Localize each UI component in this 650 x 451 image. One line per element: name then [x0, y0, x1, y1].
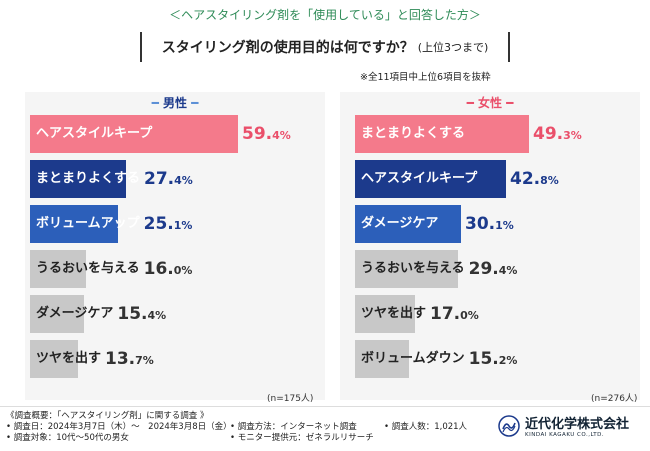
bar-male-0: [30, 115, 238, 153]
bar-label-male-1: まとまりよくする: [36, 171, 141, 186]
bar-male-5: [30, 340, 78, 378]
value-label-female-4: 17.0%: [430, 304, 479, 324]
question-text: スタイリング剤の使用目的は何ですか？: [161, 40, 414, 56]
bar-label-female-2: ダメージケア: [361, 216, 439, 231]
company-logo-icon: [498, 414, 520, 437]
value-label-female-5: 15.2%: [468, 349, 518, 369]
value-label-male-3: 16.0%: [143, 259, 193, 279]
footer-method: • 調査方法：インターネット調査: [230, 422, 357, 432]
company-name-en: KINDAI KAGAKU CO.,LTD.: [525, 432, 605, 438]
value-label-female-2: 30.1%: [465, 214, 514, 234]
bar-male-2: [30, 205, 118, 243]
footer-target: • 調査対象：10代～50代の男女: [6, 433, 129, 443]
bar-label-female-5: ボリュームダウン: [361, 351, 465, 366]
survey-subtitle: ＜ヘアスタイリング剤を「使用している」と回答した方＞: [169, 8, 481, 22]
bar-label-male-5: ツヤを出す: [36, 351, 102, 366]
footer-provider: • モニター提供元：ゼネラルリサーチ: [230, 433, 374, 443]
survey-footer: 《調査概要：「ヘアスタイリング剤」に関する調査 》 • 調査日：2024年3月7…: [0, 406, 650, 451]
female-chart-title: ━ 女性 ━: [466, 96, 514, 110]
female-sample-size: (n=276人): [591, 394, 638, 404]
bar-male-3: [30, 250, 86, 288]
bar-label-female-0: まとまりよくする: [361, 126, 466, 141]
question-note: (上位3つまで): [417, 41, 489, 54]
bar-female-5: [355, 340, 409, 378]
footer-overview: 《調査概要：「ヘアスタイリング剤」に関する調査 》: [6, 411, 209, 421]
bar-label-female-3: うるおいを与える: [361, 261, 465, 276]
bar-female-1: [355, 160, 506, 198]
value-label-female-3: 29.4%: [468, 259, 518, 279]
bar-label-female-1: ヘアスタイルキープ: [361, 171, 478, 186]
value-label-female-0: 49.3%: [533, 124, 582, 144]
value-label-male-5: 13.7%: [105, 349, 154, 369]
footer-date: • 調査日：2024年3月7日（木）～ 2024年3月8日（金）: [6, 422, 232, 432]
bar-label-male-4: ダメージケア: [36, 306, 114, 321]
selection-note: ※全11項目中上位6項目を抜粋: [360, 72, 491, 83]
bar-label-male-0: ヘアスタイルキープ: [36, 126, 153, 141]
male-chart-title: ━ 男性 ━: [151, 96, 199, 110]
bar-female-0: [355, 115, 529, 153]
bar-label-female-4: ツヤを出す: [361, 306, 427, 321]
bar-label-male-2: ボリュームアップ: [36, 216, 140, 231]
bar-female-4: [355, 295, 415, 333]
bar-male-1: [30, 160, 126, 198]
footer-count: • 調査人数：1,021人: [384, 422, 468, 432]
bar-female-3: [355, 250, 458, 288]
company-logo: 近代化学株式会社 KINDAI KAGAKU CO.,LTD.: [498, 413, 629, 438]
bar-female-2: [355, 205, 461, 243]
male-sample-size: (n=175人): [267, 394, 314, 404]
bar-label-male-3: うるおいを与える: [36, 261, 140, 276]
bar-male-4: [30, 295, 84, 333]
value-label-male-2: 25.1%: [143, 214, 193, 234]
value-label-male-1: 27.4%: [144, 169, 193, 189]
question-box: スタイリング剤の使用目的は何ですか？ (上位3つまで): [140, 32, 510, 62]
value-label-male-4: 15.4%: [117, 304, 167, 324]
value-label-male-0: 59.4%: [242, 124, 291, 144]
value-label-female-1: 42.8%: [510, 169, 559, 189]
company-name: 近代化学株式会社: [525, 417, 630, 432]
